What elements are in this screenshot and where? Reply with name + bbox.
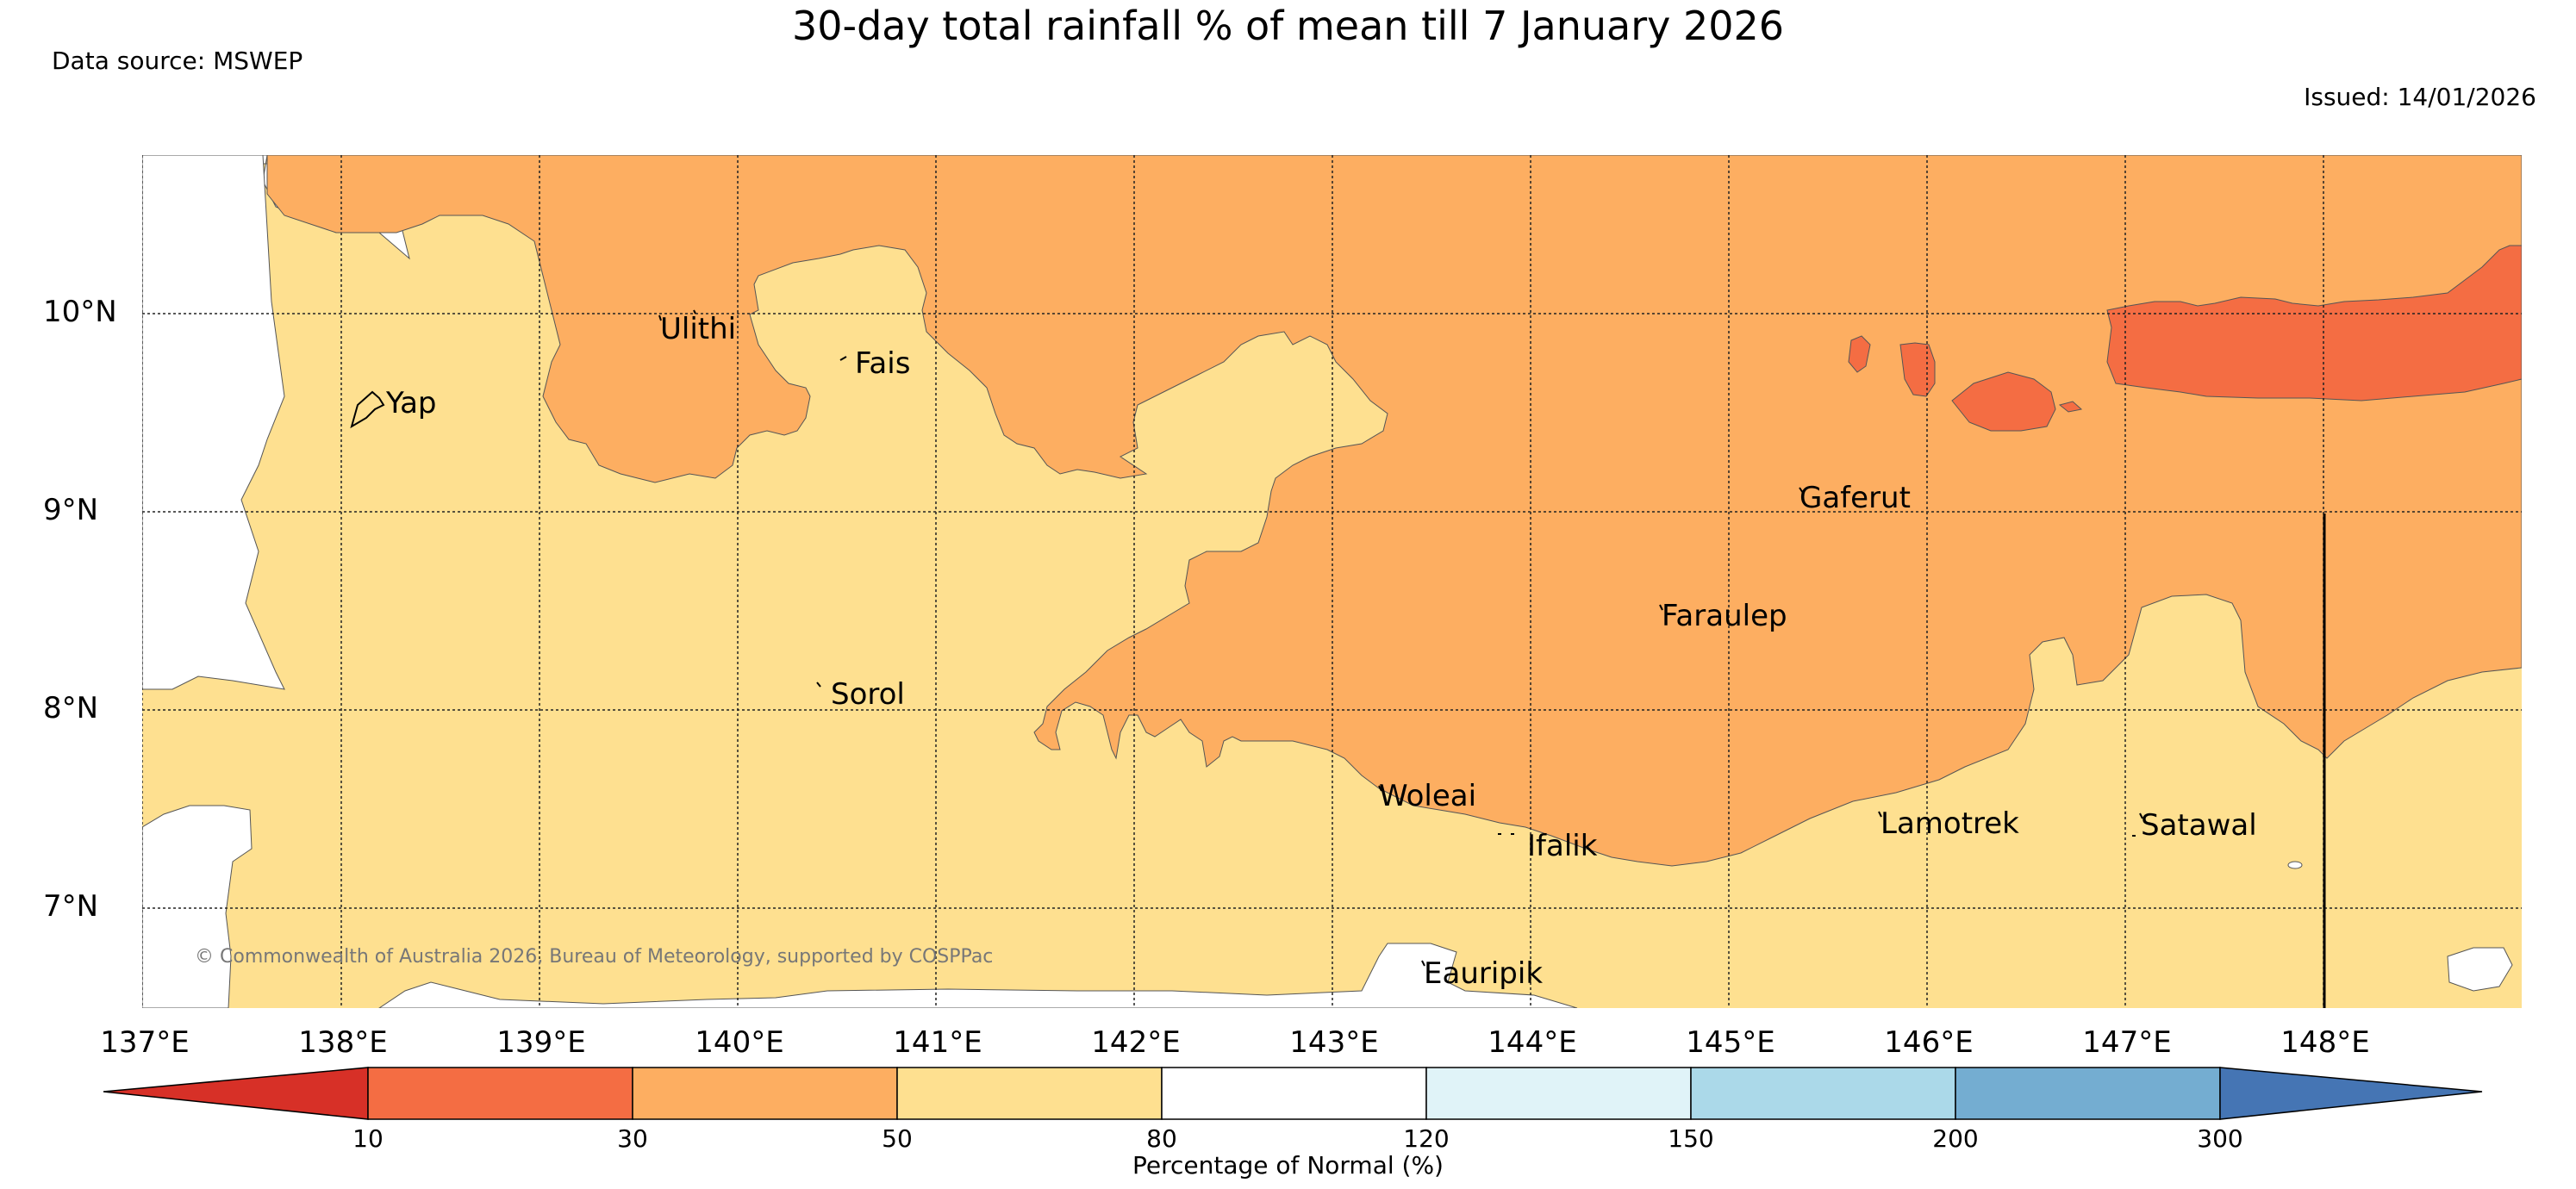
island-marks: [658, 309, 2143, 967]
place-label-woleai: Woleai: [1379, 779, 1477, 813]
longitude-label-147e: 147°E: [2082, 1025, 2172, 1060]
colorbar-segment-below-10: [103, 1067, 369, 1120]
longitude-label-144e: 144°E: [1488, 1025, 1577, 1060]
colorbar-segment-150-200: [1690, 1067, 1956, 1120]
issued-date-label: Issued: 14/01/2026: [2304, 83, 2536, 111]
place-label-sorol: Sorol: [831, 677, 905, 712]
colorbar-tick-300: 300: [2197, 1124, 2243, 1153]
colorbar-segment-30-50: [632, 1067, 898, 1120]
longitude-label-143e: 143°E: [1289, 1025, 1379, 1060]
copyright-notice: © Commonwealth of Australia 2026, Bureau…: [195, 946, 994, 968]
rain-zone-10-30-small2: [1848, 335, 1871, 373]
longitude-label-145e: 145°E: [1686, 1025, 1775, 1060]
place-label-faraulep: Faraulep: [1662, 599, 1787, 633]
colorbar-tick-120: 120: [1403, 1124, 1450, 1153]
colorbar-tick-150: 150: [1668, 1124, 1714, 1153]
longitude-label-146e: 146°E: [1884, 1025, 1974, 1060]
map-title: 30-day total rainfall % of mean till 7 J…: [791, 3, 1785, 49]
yap-island-outline: [350, 390, 385, 429]
rain-zone-10-30-small1: [1899, 342, 1936, 397]
rain-zone-80-120-islet: [2287, 861, 2303, 869]
colorbar-tick-10: 10: [352, 1124, 384, 1153]
colorbar-segment-200-300: [1955, 1067, 2221, 1120]
rain-zone-10-30-mid: [1951, 371, 2056, 432]
place-label-fais: Fais: [855, 346, 911, 381]
place-label-gaferut: Gaferut: [1799, 481, 1911, 515]
rain-zone-30-50: [266, 155, 2522, 867]
place-label-satawal: Satawal: [2141, 808, 2257, 843]
place-label-lamotrek: Lamotrek: [1881, 806, 2019, 841]
rain-zone-10-30-east: [2106, 245, 2522, 402]
colorbar-segment-above-300: [2219, 1067, 2483, 1120]
colorbar-segment-80-120: [1161, 1067, 1427, 1120]
colorbar-segment-120-150: [1425, 1067, 1692, 1120]
longitude-label-139e: 139°E: [496, 1025, 586, 1060]
rain-zone-80-120-west2: [142, 155, 285, 690]
rain-zone-10-30-small3: [2058, 401, 2083, 413]
latitude-label-10n: 10°N: [43, 295, 117, 329]
colorbar-tick-200: 200: [1932, 1124, 1979, 1153]
latitude-label-9n: 9°N: [43, 493, 99, 527]
latitude-label-7n: 7°N: [43, 889, 99, 924]
latitude-label-8n: 8°N: [43, 691, 99, 725]
colorbar-tick-80: 80: [1146, 1124, 1177, 1153]
rain-zone-80-120-east: [2447, 947, 2513, 992]
longitude-label-142e: 142°E: [1091, 1025, 1181, 1060]
rain-zone-80-120-south: [378, 943, 1578, 1008]
longitude-label-137e: 137°E: [100, 1025, 190, 1060]
rain-zone-80-120-southwest: [142, 805, 253, 1008]
data-source-label: Data source: MSWEP: [52, 47, 303, 75]
place-label-eauripik: Eauripik: [1424, 956, 1544, 991]
place-label-ifalik: Ifalik: [1527, 829, 1598, 863]
longitude-label-138e: 138°E: [298, 1025, 388, 1060]
longitude-label-141e: 141°E: [893, 1025, 982, 1060]
longitude-label-148e: 148°E: [2280, 1025, 2370, 1060]
place-label-yap: Yap: [386, 386, 437, 420]
colorbar-segment-50-80: [896, 1067, 1163, 1120]
graticule: [142, 155, 2522, 1008]
longitude-label-140e: 140°E: [695, 1025, 784, 1060]
place-label-ulithi: Ulithi: [660, 312, 737, 346]
colorbar-title: Percentage of Normal (%): [1132, 1151, 1444, 1180]
colorbar-tick-30: 30: [617, 1124, 648, 1153]
colorbar-segment-10-30: [367, 1067, 633, 1120]
colorbar-tick-50: 50: [882, 1124, 913, 1153]
